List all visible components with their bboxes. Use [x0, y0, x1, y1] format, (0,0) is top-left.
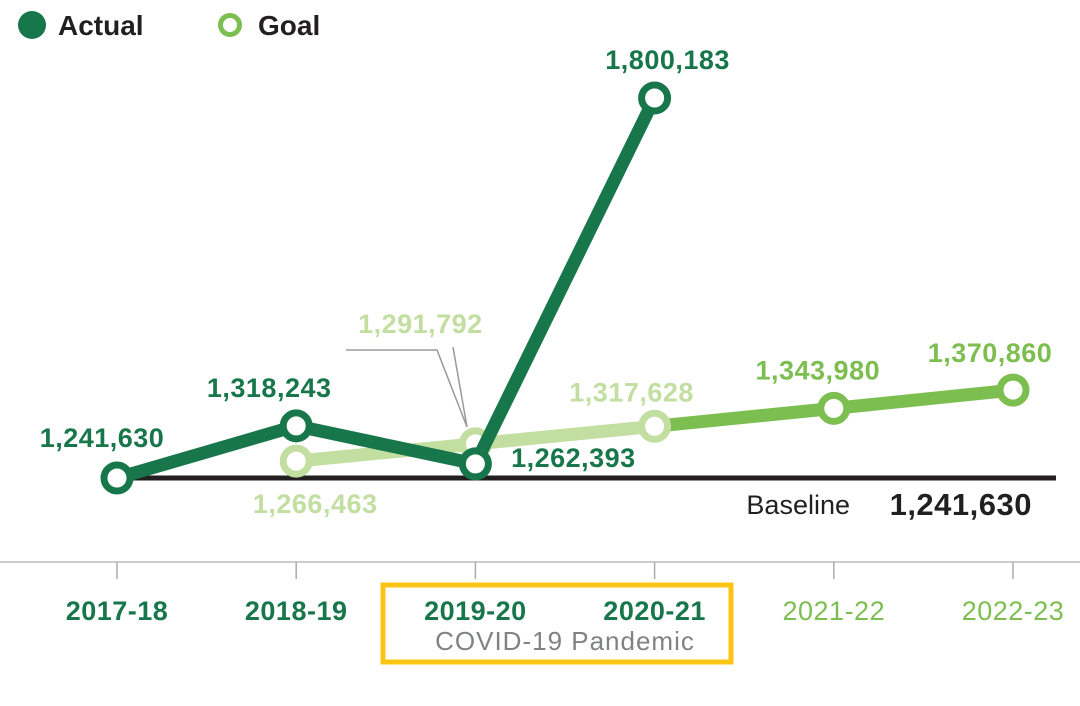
goal-point-2018-19 [279, 444, 313, 478]
legend: Actual Goal [18, 10, 320, 41]
legend-actual-label: Actual [58, 10, 144, 41]
legend-actual-swatch-icon [18, 11, 46, 39]
actual-value-label-2018-19: 1,318,243 [207, 373, 332, 403]
callout-leader-line [346, 346, 468, 428]
actual-value-label-2019-20: 1,262,393 [511, 443, 636, 473]
goal-value-label-2018-19: 1,266,463 [253, 489, 378, 519]
baseline-annotation: Baseline 1,241,630 [746, 487, 1032, 522]
goal-value-label-2020-21: 1,317,628 [569, 377, 694, 407]
goal-line-segment-2020-21 [648, 401, 841, 433]
covid-annotation-label: COVID-19 Pandemic [435, 626, 695, 656]
goal-value-label-2021-22: 1,343,980 [755, 355, 880, 385]
x-axis-label-2022-23: 2022-23 [962, 596, 1065, 626]
legend-goal-label: Goal [258, 10, 320, 41]
goal-line-segment-2021-22 [827, 383, 1020, 415]
covid-annotation: COVID-19 Pandemic [380, 582, 734, 665]
goal-line-segment-2018-19 [289, 437, 482, 468]
x-axis-label-2017-18: 2017-18 [66, 596, 169, 626]
x-axis-label-2021-22: 2021-22 [783, 596, 886, 626]
goal-point-2021-22 [817, 391, 851, 425]
covid-annotation-box [380, 582, 734, 665]
x-axis-label-2018-19: 2018-19 [245, 596, 348, 626]
x-axis-label-2019-20: 2019-20 [424, 596, 527, 626]
goal-line-segment-2019-20 [468, 419, 662, 451]
baseline-label: Baseline [746, 490, 850, 520]
baseline-value: 1,241,630 [890, 487, 1032, 522]
actual-value-label-2020-21: 1,800,183 [605, 45, 730, 75]
goal-point-2022-23 [996, 373, 1030, 407]
actual-point-2018-19 [279, 409, 313, 443]
actual-point-2020-21 [638, 81, 672, 115]
goal-point-2020-21 [638, 409, 672, 443]
chart-plot-area: 2017-18 2018-19 2019-20 2020-21 2021-22 2022-… [0, 45, 1080, 626]
actual-point-2017-18 [100, 461, 134, 495]
actual-point-2019-20 [458, 447, 492, 481]
actual-value-label-2017-18: 1,241,630 [40, 423, 165, 453]
legend-goal-swatch-icon [218, 13, 242, 37]
actual-line [110, 91, 662, 485]
goal-value-label-2022-23: 1,370,860 [928, 338, 1053, 368]
goal-value-label-2019-20: 1,291,792 [358, 309, 483, 339]
x-axis-label-2020-21: 2020-21 [603, 596, 706, 626]
